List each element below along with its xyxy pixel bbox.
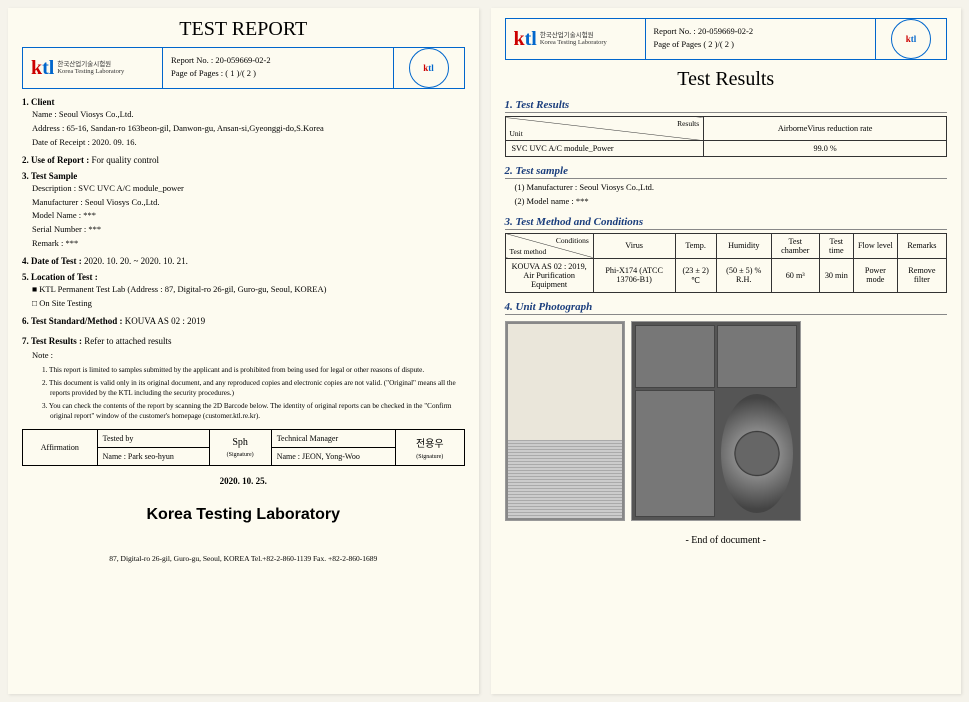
signature-table: Affirmation Tested by Sph(Signature) Tec… xyxy=(22,429,465,466)
date-receipt: Date of Receipt : 2020. 09. 16. xyxy=(32,137,465,149)
sample-model: Model Name : *** xyxy=(32,210,465,222)
r-temp: (23 ± 2) ℃ xyxy=(675,258,716,292)
ktl-seal-icon-2: ktl xyxy=(891,19,931,59)
tested-signature: Sph(Signature) xyxy=(209,430,271,466)
tech-name: Name : JEON, Yong-Woo xyxy=(271,448,395,466)
results-diag-cell: Results Unit xyxy=(505,117,704,141)
results-table: Results Unit AirborneVirus reduction rat… xyxy=(505,116,948,157)
sec-method: 3. Test Method and Conditions xyxy=(505,216,948,230)
sec-client: 1. Client xyxy=(22,97,465,107)
page-2: ktl 한국산업기술시험원 Korea Testing Laboratory R… xyxy=(491,8,962,694)
h-hum: Humidity xyxy=(716,233,771,258)
sample2-mfr: (1) Manufacturer : Seoul Viosys Co.,Ltd. xyxy=(515,182,948,194)
footer-address: 87, Digital-ro 26-gil, Guro-gu, Seoul, K… xyxy=(22,554,465,563)
sample-serial: Serial Number : *** xyxy=(32,224,465,236)
ktl-seal-icon: ktl xyxy=(409,48,449,88)
tested-name: Name : Park seo-hyun xyxy=(97,448,209,466)
photo-row xyxy=(505,321,948,521)
h-chamber: Test chamber xyxy=(771,233,819,258)
loc-opt2: □ On Site Testing xyxy=(32,298,465,310)
org-name: Korea Testing Laboratory xyxy=(22,506,465,524)
results-title: Test Results xyxy=(505,68,948,91)
sec-test-results: 1. 1. Test ResultsTest Results xyxy=(505,99,948,113)
logo-subtext-2: 한국산업기술시험원 Korea Testing Laboratory xyxy=(540,32,607,46)
note-3: 3. You can check the contents of the rep… xyxy=(42,401,465,421)
results-unit: SVC UVC A/C module_Power xyxy=(505,141,704,157)
report-title: TEST REPORT xyxy=(22,18,465,41)
r-flow: Power mode xyxy=(853,258,897,292)
sec-sample: 3. Test Sample xyxy=(22,171,465,181)
r-time: 30 min xyxy=(819,258,853,292)
sec-location: 5. Location of Test : xyxy=(22,272,465,282)
end-of-document: - End of document - xyxy=(505,535,948,546)
tech-signature: 전용우(Signature) xyxy=(396,430,464,466)
logo-cell-2: ktl 한국산업기술시험원 Korea Testing Laboratory xyxy=(506,19,646,59)
method-table: Conditions Test method Virus Temp. Humid… xyxy=(505,233,948,293)
ktl-logo: ktl xyxy=(31,57,54,80)
sec-use: 2. Use of Report : For quality control xyxy=(22,155,465,165)
r-remarks: Remove filter xyxy=(897,258,946,292)
h-flow: Flow level xyxy=(853,233,897,258)
r-chamber: 60 m³ xyxy=(771,258,819,292)
h-remarks: Remarks xyxy=(897,233,946,258)
sample-remark: Remark : *** xyxy=(32,238,465,250)
results-value: 99.0 % xyxy=(704,141,947,157)
method-diag-cell: Conditions Test method xyxy=(505,233,593,258)
unit-photo-2 xyxy=(631,321,801,521)
issue-date: 2020. 10. 25. xyxy=(22,476,465,486)
header-box: ktl 한국산업기술시험원 Korea Testing Laboratory R… xyxy=(22,47,465,89)
page-1: TEST REPORT ktl 한국산업기술시험원 Korea Testing … xyxy=(8,8,479,694)
loc-opt1: ■ KTL Permanent Test Lab (Address : 87, … xyxy=(32,284,465,296)
seal-cell: ktl xyxy=(394,48,464,88)
logo-cell: ktl 한국산업기술시험원 Korea Testing Laboratory xyxy=(23,48,163,88)
sec-standard: 6. Test Standard/Method : KOUVA AS 02 : … xyxy=(22,316,465,326)
seal-cell-2: ktl xyxy=(876,19,946,59)
notes: 1. This report is limited to samples sub… xyxy=(42,365,465,421)
r-hum: (50 ± 5) % R.H. xyxy=(716,258,771,292)
client-name: Name : Seoul Viosys Co.,Ltd. xyxy=(32,109,465,121)
logo-subtext: 한국산업기술시험원 Korea Testing Laboratory xyxy=(57,61,124,75)
tech-mgr-label: Technical Manager xyxy=(271,430,395,448)
sec-photo: 4. Unit Photograph xyxy=(505,301,948,315)
h-time: Test time xyxy=(819,233,853,258)
header-info: Report No. : 20-059669-02-2 Page of Page… xyxy=(163,48,394,88)
sec-date-test: 4. Date of Test : 2020. 10. 20. ~ 2020. … xyxy=(22,256,465,266)
sample-desc: Description : SVC UVC A/C module_power xyxy=(32,183,465,195)
header-box-2: ktl 한국산업기술시험원 Korea Testing Laboratory R… xyxy=(505,18,948,60)
r-virus: Phi-X174 (ATCC 13706-B1) xyxy=(593,258,675,292)
results-metric-header: AirborneVirus reduction rate xyxy=(704,117,947,141)
header-info-2: Report No. : 20-059669-02-2 Page of Page… xyxy=(646,19,877,59)
affirmation-label: Affirmation xyxy=(23,430,98,466)
unit-photo-1 xyxy=(505,321,625,521)
sample2-model: (2) Model name : *** xyxy=(515,196,948,208)
notes-label: Note : xyxy=(32,350,465,362)
sample-mfr: Manufacturer : Seoul Viosys Co.,Ltd. xyxy=(32,197,465,209)
r-method: KOUVA AS 02 : 2019, Air Purification Equ… xyxy=(505,258,593,292)
h-temp: Temp. xyxy=(675,233,716,258)
sec-results: 7. Test Results : Refer to attached resu… xyxy=(22,336,465,346)
sec-test-sample-2: 2. Test sample xyxy=(505,165,948,179)
client-address: Address : 65-16, Sandan-ro 163beon-gil, … xyxy=(32,123,465,135)
ktl-logo-2: ktl xyxy=(514,28,537,51)
h-virus: Virus xyxy=(593,233,675,258)
note-2: 2. This document is valid only in its or… xyxy=(42,378,465,398)
note-1: 1. This report is limited to samples sub… xyxy=(42,365,465,375)
tested-by-label: Tested by xyxy=(97,430,209,448)
